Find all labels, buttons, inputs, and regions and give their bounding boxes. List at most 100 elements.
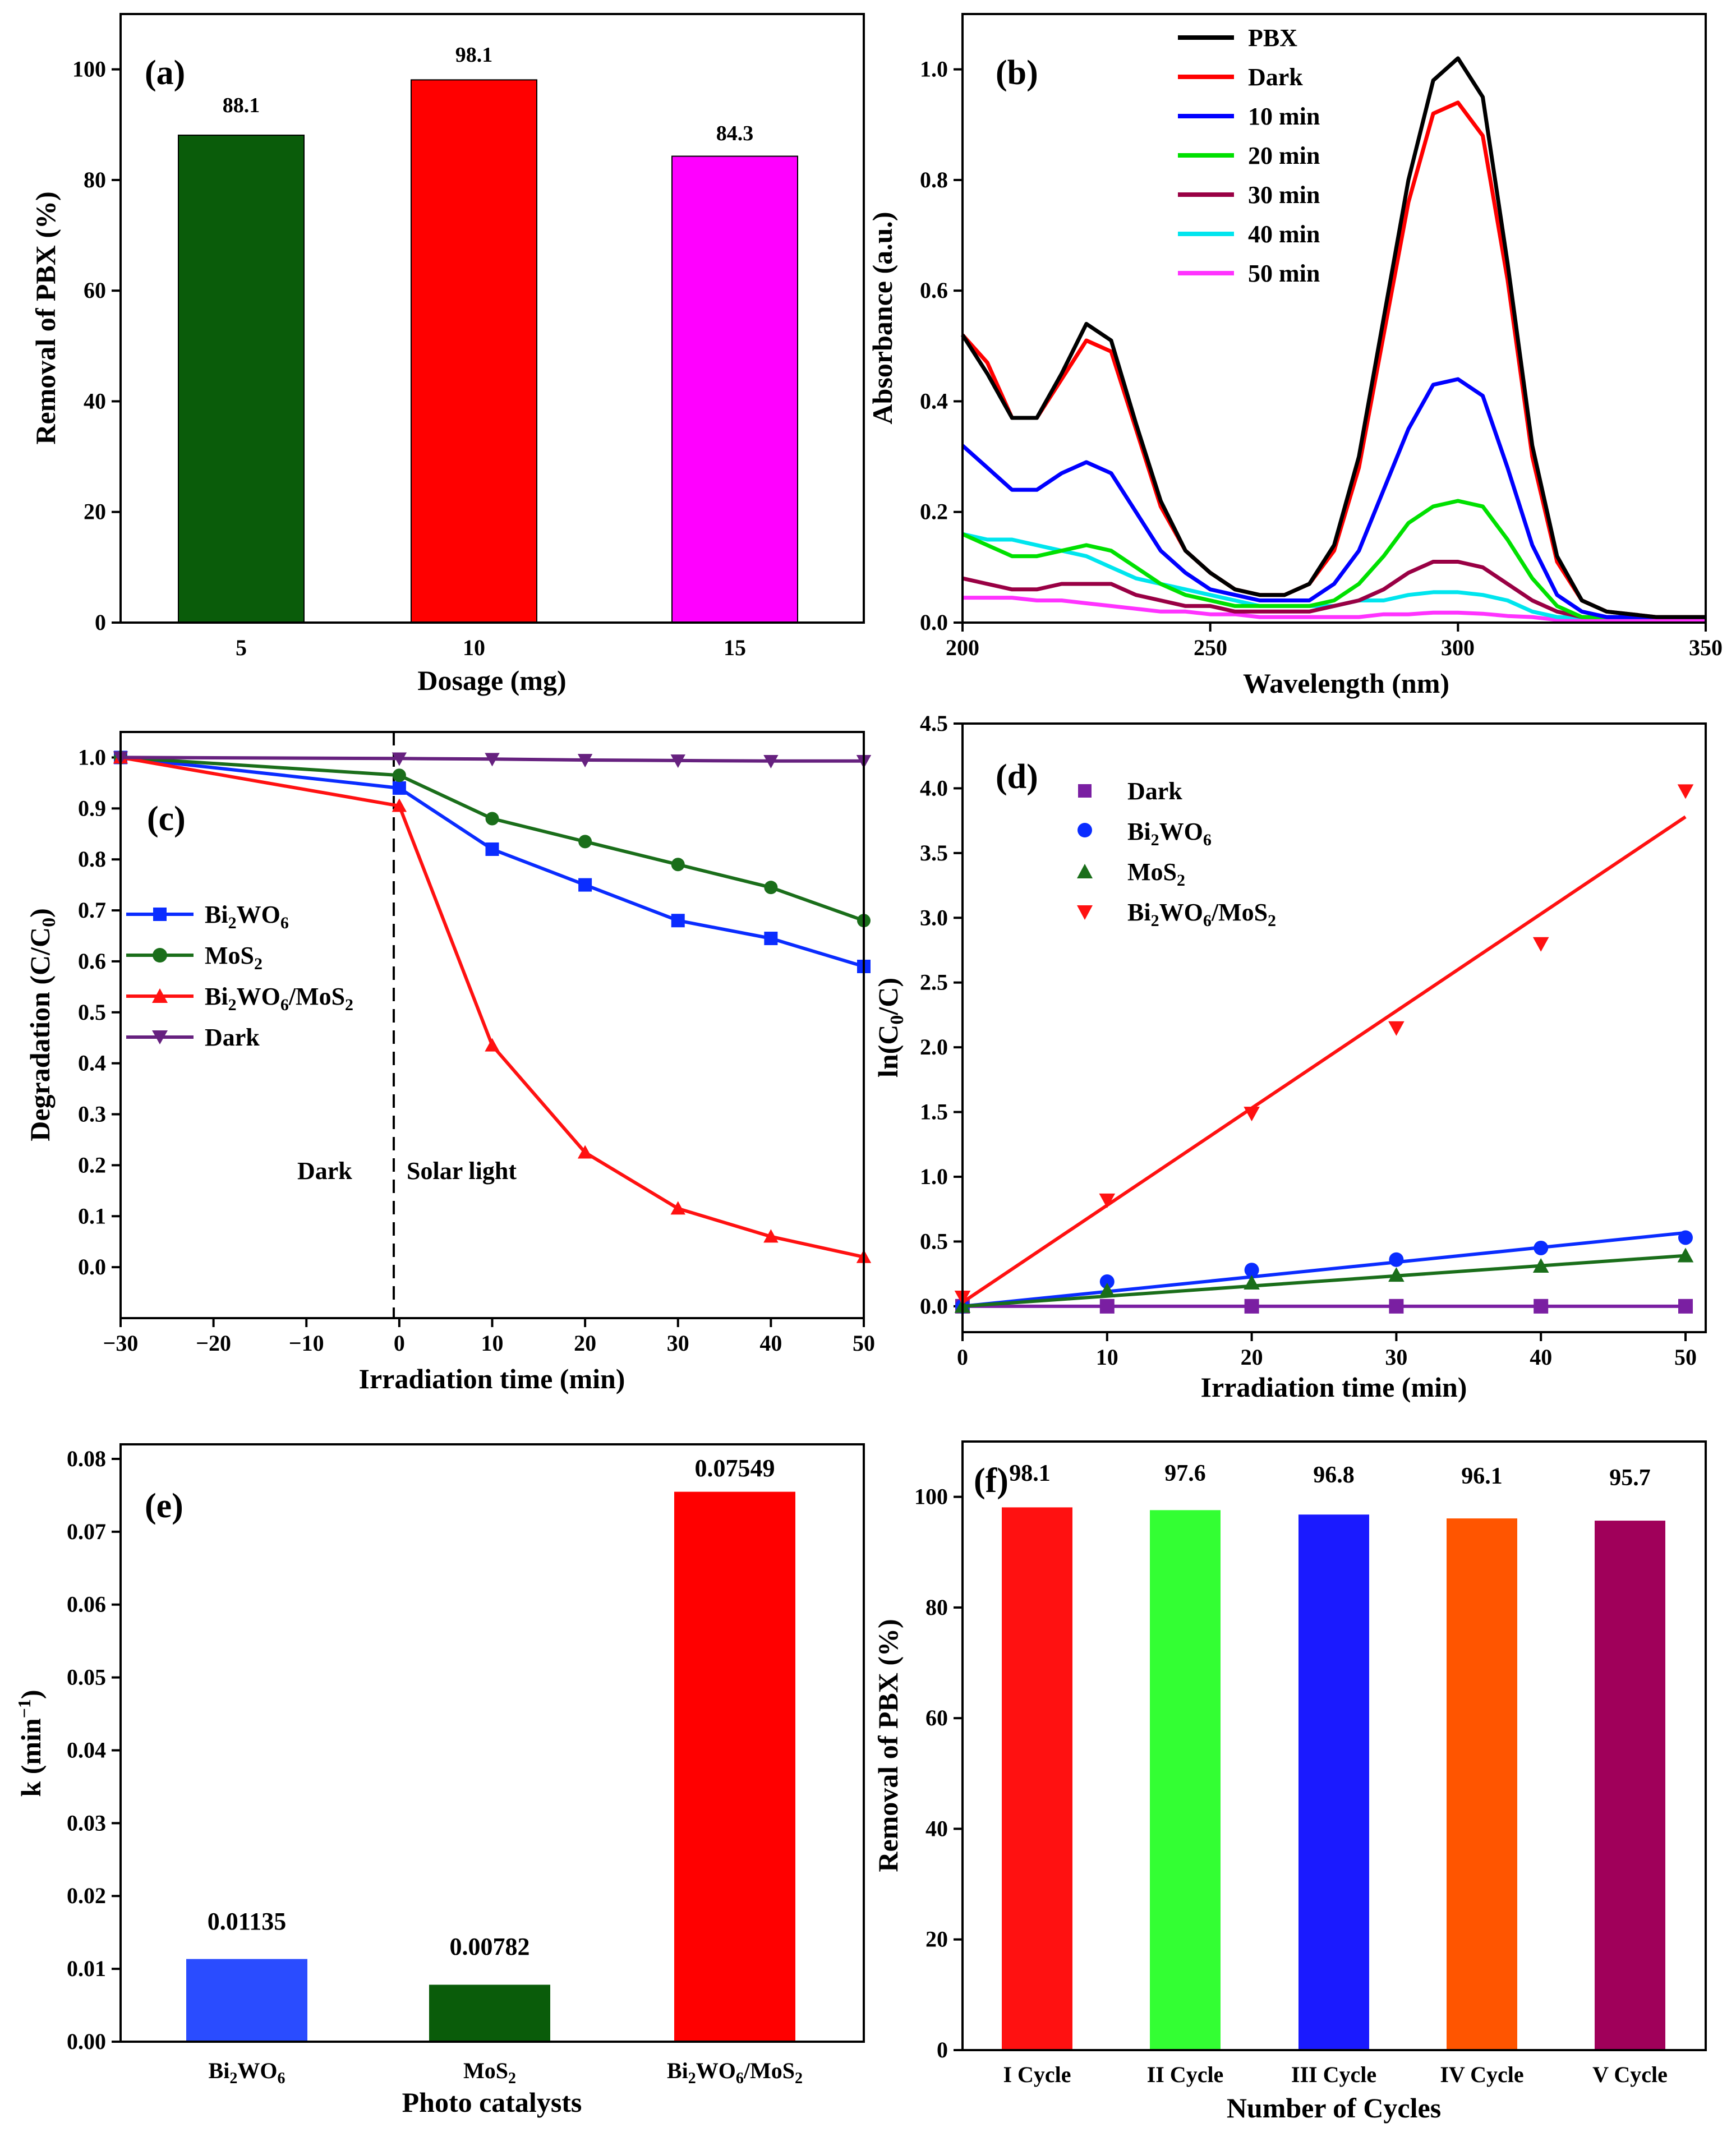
data-point-circle — [578, 835, 592, 849]
panel-e-bar — [429, 1984, 550, 2042]
panel-f-y-tick-label: 0 — [937, 2037, 948, 2062]
panel-b-y-tick-label: 0.8 — [920, 167, 948, 192]
panel-f-bar — [1002, 1507, 1072, 2050]
panel-c: 0.0 0.1 0.2 0.3 0.4 0.5 0.6 0.7 0.8 0.9 1.0 −30 −20 −… — [24, 731, 875, 1394]
panel-a-bar — [671, 155, 798, 623]
panel-f-bar — [1150, 1510, 1221, 2050]
data-point-square — [392, 781, 406, 795]
panel-c-x-axis-title: Irradiation time (min) — [359, 1363, 625, 1394]
legend-marker-triangle-down — [152, 1030, 168, 1044]
panel-d-y-tick-label: 0.5 — [920, 1228, 948, 1254]
panel-b-y-tick-label: 1.0 — [920, 57, 948, 82]
panel-f: 0 20 40 60 80 100 (f) 98.1 97.6 96.8 96.1 95.… — [872, 1440, 1707, 2124]
panel-a-bars — [178, 79, 798, 624]
data-point-triangle-down — [763, 754, 779, 768]
data-point-triangle — [1532, 1258, 1549, 1273]
data-point-circle — [392, 768, 406, 782]
panel-f-value-label: 98.1 — [1009, 1461, 1051, 1486]
panel-d-y-tick-label: 1.5 — [920, 1099, 948, 1125]
panel-e: 0.00 0.01 0.02 0.03 0.04 0.05 0.06 0.07 0.08 (e)… — [14, 1443, 865, 2118]
panel-f-x-tick: V Cycle — [1592, 2062, 1668, 2087]
panel-f-y-axis-title: Removal of PBX (%) — [872, 1619, 904, 1872]
panel-f-value-label: 96.1 — [1461, 1463, 1503, 1489]
panel-a-y-tick-label: 100 — [72, 57, 106, 82]
panel-f-x-tick: I Cycle — [1003, 2062, 1071, 2087]
panel-e-y-tick-label: 0.01 — [67, 1956, 106, 1981]
legend-marker-circle — [153, 948, 167, 963]
data-point-triangle-down — [1677, 784, 1694, 799]
data-point-triangle-down — [485, 753, 500, 767]
panel-e-y-tick-label: 0.00 — [67, 2029, 106, 2054]
legend-marker-circle — [1077, 823, 1092, 837]
panel-e-y-tick-label: 0.07 — [67, 1519, 106, 1544]
spectrum-line — [961, 56, 1706, 619]
panel-e-label: (e) — [145, 1487, 183, 1525]
panel-b: 0.0 0.2 0.4 0.6 0.8 1.0 (b) 200 250 300 350 W… — [867, 13, 1723, 699]
panel-f-bars — [1002, 1507, 1665, 2050]
panel-c-y-tick-label: 0.5 — [78, 1000, 106, 1025]
panel-c-x-tick-label: −10 — [289, 1330, 324, 1356]
legend-label: 20 min — [1248, 142, 1320, 169]
panel-e-bar — [186, 1959, 307, 2042]
panel-b-x-tick: 300 — [1441, 635, 1475, 660]
panel-c-y-tick-label: 1.0 — [78, 744, 106, 770]
panel-b-x-tick: 250 — [1194, 635, 1227, 660]
panel-c-annotation-dark: Dark — [297, 1157, 352, 1185]
panel-c-y-tick-label: 0.8 — [78, 846, 106, 872]
panel-a-y-axis-title: Removal of PBX (%) — [30, 191, 61, 444]
panel-d-x-axis-title: Irradiation time (min) — [1201, 1371, 1467, 1403]
panel-f-frame — [961, 1440, 1707, 2051]
panel-f-y-tick-label: 80 — [925, 1595, 948, 1620]
panel-e-value-label: 0.07549 — [695, 1454, 775, 1482]
panel-b-label: (b) — [996, 54, 1038, 92]
panel-c-x-tick-label: −30 — [103, 1330, 139, 1356]
panel-d-series — [954, 784, 1694, 1314]
panel-f-x-tick: II Cycle — [1147, 2062, 1224, 2087]
panel-c-y-tick-label: 0.1 — [78, 1203, 106, 1228]
data-point-circle — [1389, 1252, 1404, 1267]
panel-c-label: (c) — [147, 800, 186, 838]
panel-e-y-tick-label: 0.03 — [67, 1810, 106, 1835]
data-point-triangle — [577, 1145, 593, 1159]
panel-b-x-tick: 350 — [1689, 635, 1723, 660]
panel-d-label: (d) — [996, 758, 1038, 796]
legend-marker-square — [1078, 784, 1092, 798]
legend-label: 10 min — [1248, 103, 1320, 130]
panel-a-y-tick-label: 60 — [84, 278, 106, 303]
panel-e-value-label: 0.00782 — [450, 1933, 530, 1960]
panel-a-y-ticks: 0 20 40 60 80 100 — [72, 57, 121, 635]
panel-e-x-tick: Bi2WO6 — [209, 2058, 286, 2087]
panel-d-x-tick-label: 10 — [1096, 1344, 1118, 1370]
panel-c-y-tick-label: 0.2 — [78, 1152, 106, 1177]
panel-c-x-tick-label: 20 — [574, 1330, 596, 1356]
panel-d: 0.0 0.5 1.0 1.5 2.0 2.5 3.0 3.5 4.0 4.5 0 10 20 30 40 5… — [872, 711, 1707, 1403]
panel-e-bars — [186, 1491, 795, 2042]
data-point-triangle — [1677, 1247, 1694, 1263]
panel-a-x-tick: 5 — [236, 635, 247, 660]
panel-a-label: (a) — [145, 54, 185, 92]
fit-line — [962, 1254, 1686, 1308]
panel-a-frame — [119, 13, 865, 624]
data-point-triangle — [1099, 1282, 1116, 1297]
panel-c-series — [113, 750, 872, 1263]
panel-a-y-tick-label: 0 — [95, 610, 106, 635]
panel-b-spectra — [961, 56, 1706, 622]
panel-c-y-tick-label: 0.6 — [78, 948, 106, 974]
panel-e-x-axis-title: Photo catalysts — [402, 2087, 582, 2118]
data-point-circle — [1534, 1240, 1549, 1255]
panel-f-bar — [1447, 1518, 1517, 2050]
legend-label: 50 min — [1248, 260, 1320, 287]
panel-b-ticks: 0.0 0.2 0.4 0.6 0.8 1.0 — [920, 57, 1707, 635]
panel-a-bar — [178, 135, 305, 624]
panel-a-value-label: 98.1 — [455, 43, 493, 67]
panel-c-legend: Bi2WO6 MoS2 Bi2WO6/MoS2 Dark — [126, 901, 353, 1051]
data-point-triangle — [763, 1229, 779, 1243]
panel-d-y-tick-label: 3.5 — [920, 840, 948, 865]
panel-c-ticks: 0.0 0.1 0.2 0.3 0.4 0.5 0.6 0.7 0.8 0.9 1.0 −30 −20 −… — [78, 744, 875, 1356]
data-point-square — [1389, 1298, 1404, 1314]
panel-f-bar — [1595, 1521, 1665, 2050]
legend-label: Dark — [1127, 777, 1182, 805]
panel-e-y-tick-label: 0.08 — [67, 1446, 106, 1471]
panel-d-y-tick-label: 3.0 — [920, 905, 948, 930]
panel-b-y-tick-label: 0.2 — [920, 499, 948, 524]
